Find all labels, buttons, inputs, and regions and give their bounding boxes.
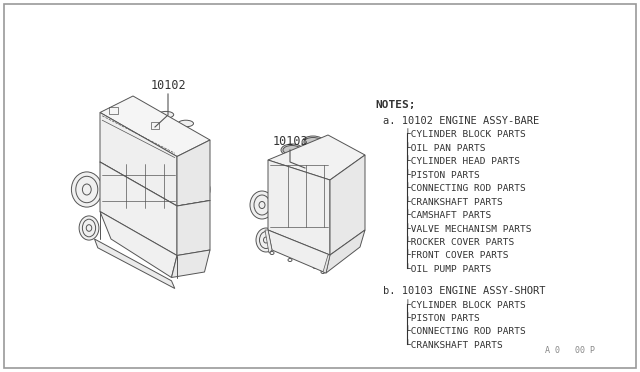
Circle shape [106,161,111,167]
Circle shape [131,157,136,163]
Circle shape [298,228,303,234]
Circle shape [333,222,337,228]
Ellipse shape [158,111,173,118]
Polygon shape [330,155,365,255]
Text: └CONNECTING ROD PARTS: └CONNECTING ROD PARTS [405,184,525,193]
Circle shape [278,224,282,230]
Ellipse shape [292,207,298,213]
Text: └FRONT COVER PARTS: └FRONT COVER PARTS [405,251,509,260]
Text: └OIL PAN PARTS: └OIL PAN PARTS [405,144,486,153]
Ellipse shape [166,174,179,194]
Ellipse shape [79,216,99,240]
Polygon shape [100,96,210,157]
Circle shape [106,183,111,189]
Circle shape [106,196,111,201]
Text: NOTES;: NOTES; [375,100,415,110]
Ellipse shape [256,228,276,252]
Ellipse shape [250,191,274,219]
Ellipse shape [281,144,303,156]
Polygon shape [268,135,365,180]
Polygon shape [177,201,210,256]
Text: 10103: 10103 [272,135,308,148]
Text: └CYLINDER BLOCK PARTS: └CYLINDER BLOCK PARTS [405,301,525,310]
Circle shape [316,163,321,167]
Text: └CRANKSHAFT PARTS: └CRANKSHAFT PARTS [405,198,503,206]
Ellipse shape [302,136,324,148]
Text: A 0   00 P: A 0 00 P [545,346,595,355]
Ellipse shape [178,120,193,127]
Circle shape [131,210,136,215]
Ellipse shape [292,187,298,193]
Ellipse shape [292,224,298,230]
Polygon shape [323,255,330,273]
Circle shape [172,163,177,168]
Polygon shape [326,230,365,273]
Text: 10102: 10102 [150,79,186,92]
Ellipse shape [147,174,161,194]
Ellipse shape [283,145,301,154]
Ellipse shape [344,212,352,222]
Ellipse shape [284,179,306,201]
Ellipse shape [136,106,152,112]
Ellipse shape [304,138,322,147]
Polygon shape [268,230,330,273]
Text: └CAMSHAFT PARTS: └CAMSHAFT PARTS [405,211,492,220]
Polygon shape [172,250,210,278]
Text: a. 10102 ENGINE ASSY-BARE: a. 10102 ENGINE ASSY-BARE [383,116,540,126]
Ellipse shape [129,174,142,194]
Text: └CONNECTING ROD PARTS: └CONNECTING ROD PARTS [405,327,525,337]
Ellipse shape [193,177,210,202]
Ellipse shape [313,266,317,269]
Circle shape [298,158,303,164]
Text: └CYLINDER BLOCK PARTS: └CYLINDER BLOCK PARTS [405,130,525,139]
Circle shape [106,205,111,211]
Text: └ROCKER COVER PARTS: └ROCKER COVER PARTS [405,238,515,247]
Polygon shape [268,160,330,255]
Ellipse shape [270,251,274,254]
Text: └CYLINDER HEAD PARTS: └CYLINDER HEAD PARTS [405,157,520,166]
Circle shape [278,163,282,167]
Ellipse shape [323,146,345,158]
Polygon shape [265,230,272,253]
Ellipse shape [284,199,306,221]
Polygon shape [100,112,177,206]
Ellipse shape [110,174,123,194]
Polygon shape [100,212,177,278]
Ellipse shape [352,197,364,213]
Polygon shape [177,140,210,206]
Ellipse shape [325,148,343,157]
Text: └VALVE MECHANISM PARTS: └VALVE MECHANISM PARTS [405,224,531,234]
Circle shape [316,227,321,231]
Polygon shape [95,239,175,289]
Circle shape [152,209,157,214]
Text: └OIL PUMP PARTS: └OIL PUMP PARTS [405,265,492,274]
Text: └CRANKSHAFT PARTS: └CRANKSHAFT PARTS [405,341,503,350]
Circle shape [152,159,157,165]
Polygon shape [100,162,177,256]
Circle shape [172,206,177,212]
Ellipse shape [115,112,130,119]
Ellipse shape [288,259,292,262]
Ellipse shape [284,216,306,238]
Circle shape [333,169,337,173]
Ellipse shape [321,270,325,273]
Ellipse shape [72,172,102,207]
Text: └PISTON PARTS: └PISTON PARTS [405,170,480,180]
Text: b. 10103 ENGINE ASSY-SHORT: b. 10103 ENGINE ASSY-SHORT [383,286,545,296]
Text: └PISTON PARTS: └PISTON PARTS [405,314,480,323]
